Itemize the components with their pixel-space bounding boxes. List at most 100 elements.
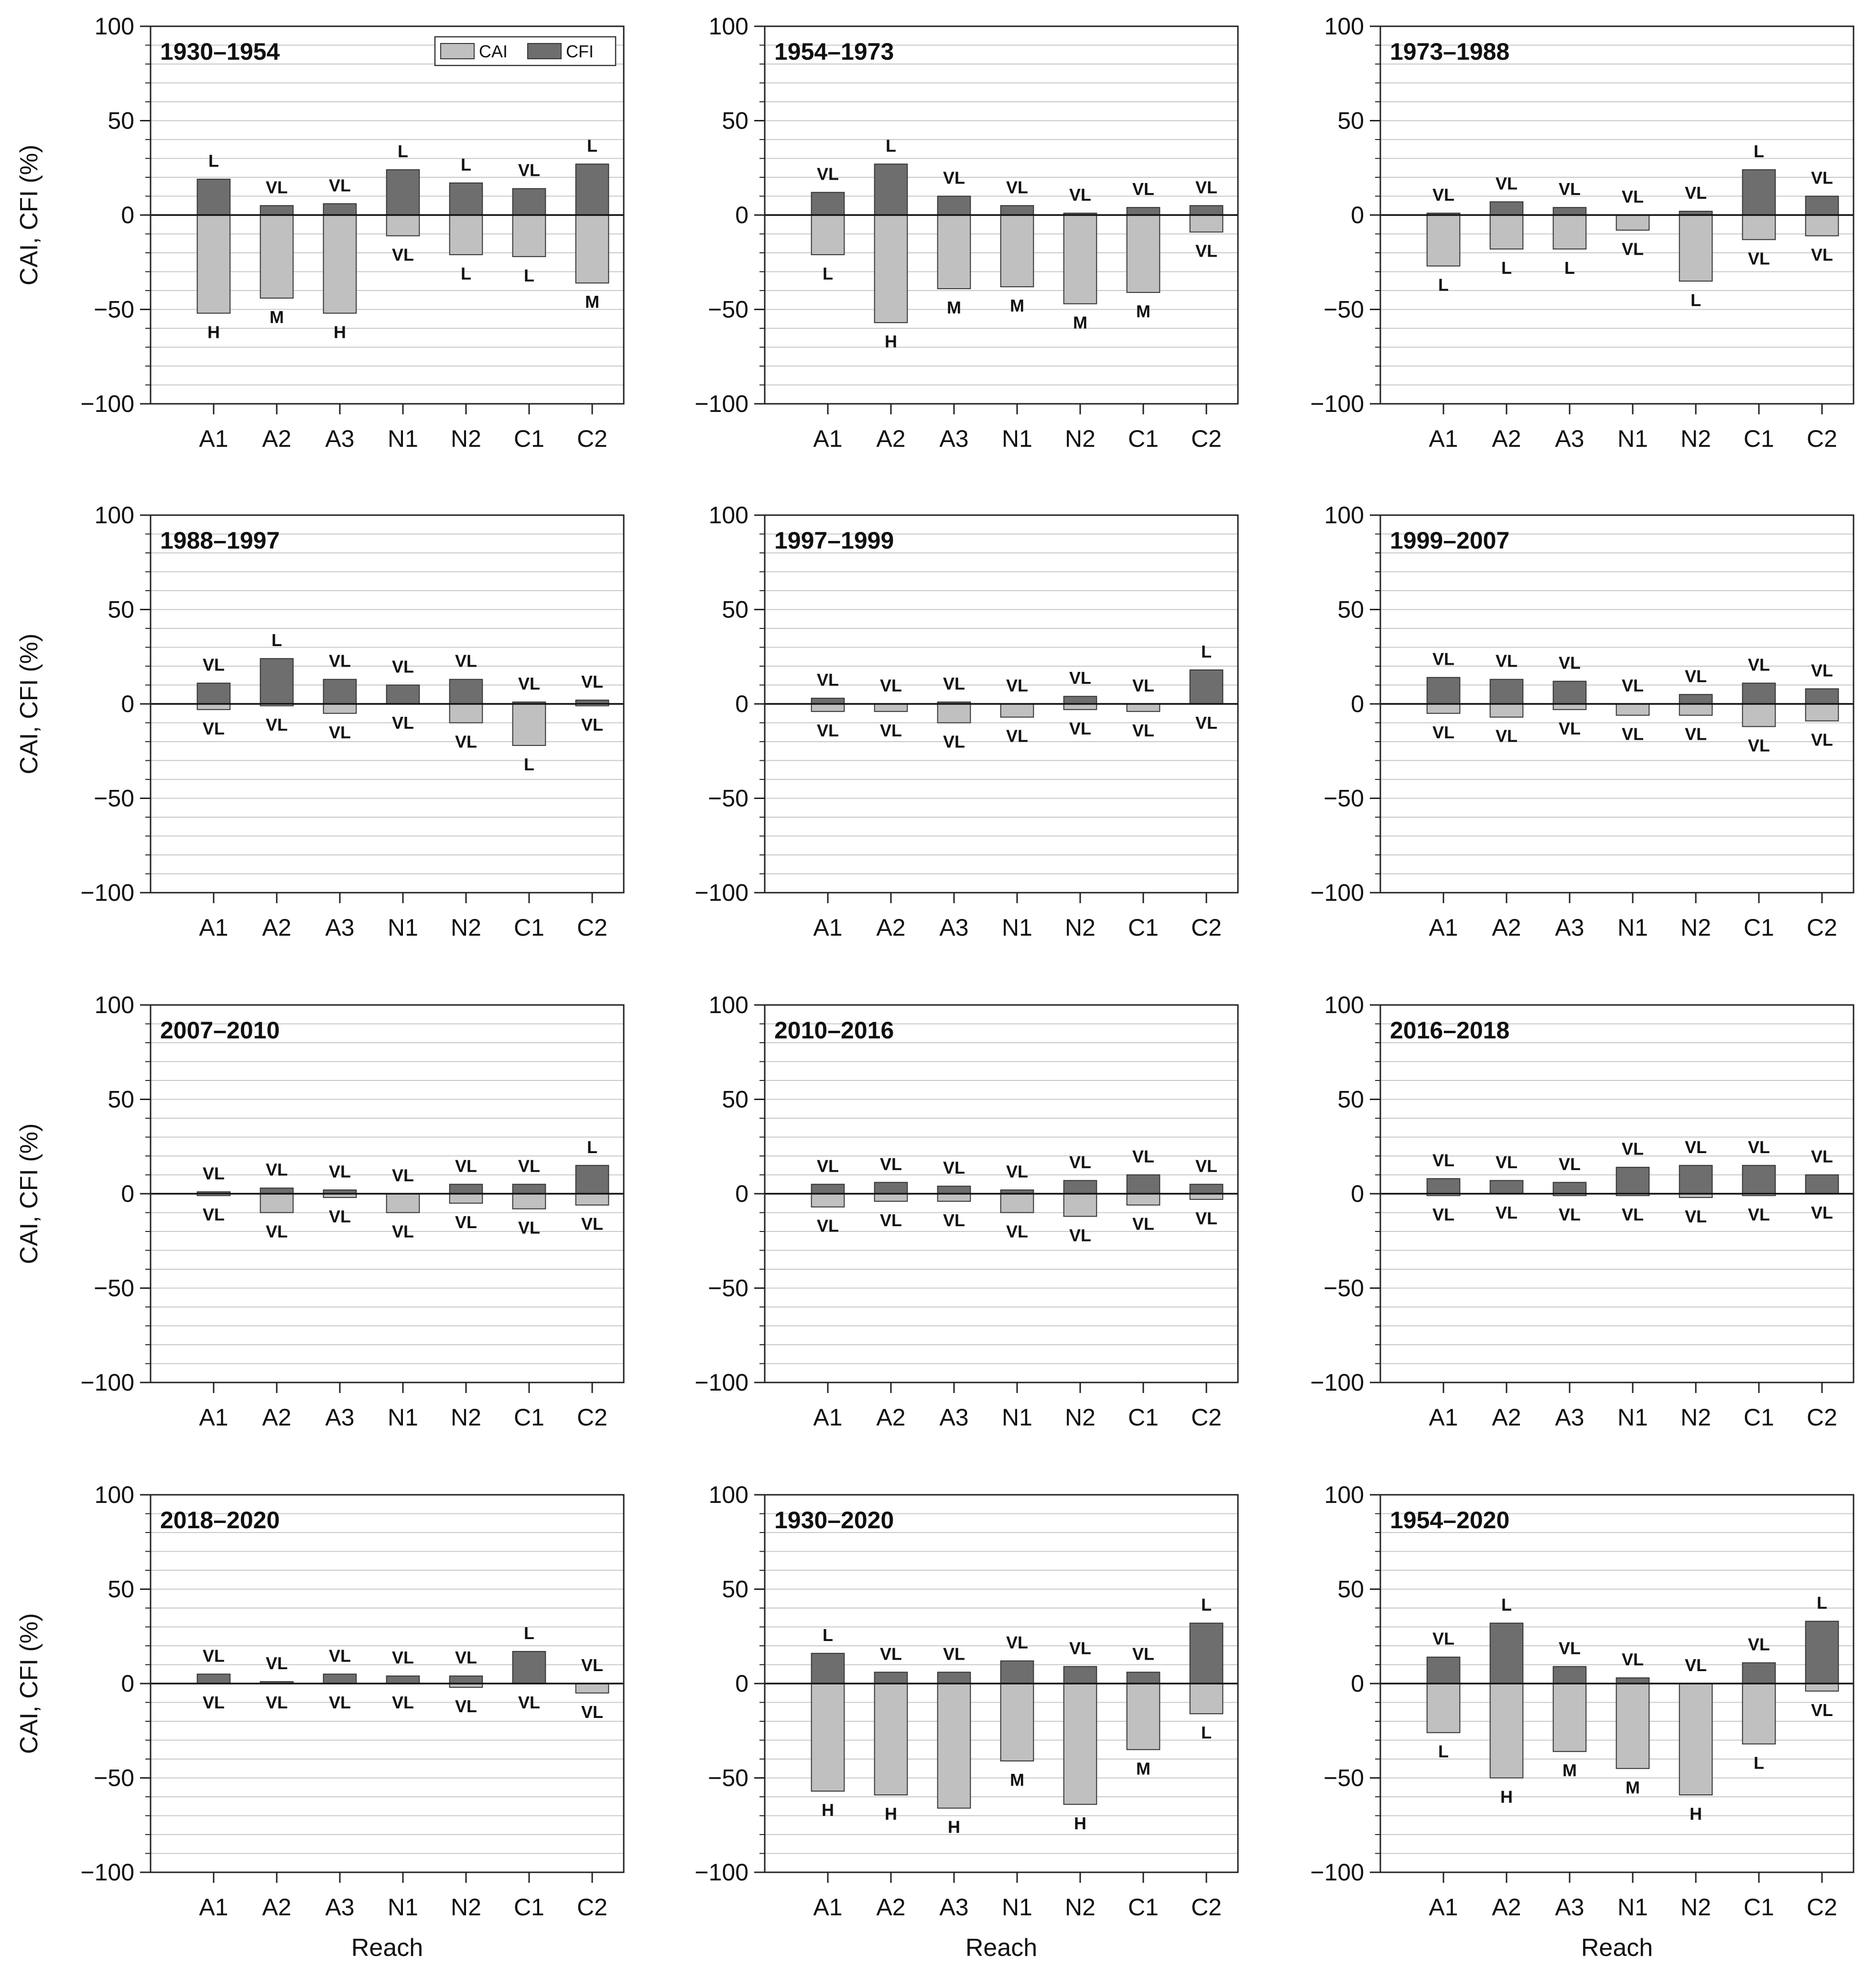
cfi-class-label: VL — [943, 674, 965, 693]
cai-bar-C2 — [575, 1683, 609, 1694]
x-tick-label: N2 — [1065, 914, 1095, 941]
cfi-class-label: VL — [1685, 1655, 1707, 1675]
y-tick-label: 50 — [108, 1086, 134, 1113]
cai-bar-C1 — [512, 703, 546, 746]
cfi-class-label: L — [1817, 1593, 1827, 1613]
cfi-bar-A2 — [260, 1188, 294, 1194]
cfi-bar-C1 — [1742, 1165, 1776, 1194]
cai-bar-N1 — [1000, 703, 1034, 718]
y-tick-label: −50 — [708, 1275, 748, 1302]
cai-class-label: VL — [1685, 1207, 1707, 1226]
cai-class-label: M — [1010, 1770, 1024, 1790]
cfi-class-label: VL — [203, 1164, 225, 1183]
cai-class-label: VL — [1811, 1203, 1833, 1222]
y-tick-label: 100 — [95, 502, 134, 529]
cai-bar-C1 — [1126, 215, 1160, 293]
x-tick-label: A1 — [1429, 425, 1458, 452]
cai-bar-A2 — [874, 1193, 908, 1202]
cfi-class-label: VL — [1748, 1635, 1770, 1654]
x-tick-label: C1 — [1744, 914, 1774, 941]
x-tick-label: A2 — [262, 914, 291, 941]
cfi-class-label: VL — [1559, 653, 1581, 673]
cai-bar-A1 — [196, 703, 231, 710]
cfi-class-label: VL — [329, 1162, 351, 1181]
cfi-class-label: VL — [1006, 676, 1028, 695]
cai-class-label: VL — [1069, 1225, 1091, 1245]
cfi-class-label: VL — [1748, 1137, 1770, 1157]
panel-title: 1930–2020 — [774, 1507, 894, 1533]
cfi-class-label: VL — [1748, 655, 1770, 675]
cai-class-label: VL — [1132, 721, 1154, 740]
cfi-class-label: VL — [1195, 177, 1217, 197]
y-tick-label: −50 — [708, 296, 748, 323]
cai-class-label: L — [461, 264, 471, 283]
cfi-class-label: VL — [203, 655, 225, 675]
cfi-class-label: L — [1201, 1595, 1212, 1615]
cfi-bar-A3 — [323, 1674, 357, 1684]
x-tick-label: N1 — [1617, 1894, 1648, 1921]
cfi-class-label: L — [587, 136, 597, 155]
cai-class-label: H — [885, 332, 897, 351]
cfi-class-label: VL — [518, 161, 540, 180]
cfi-class-label: VL — [1069, 185, 1091, 205]
y-tick-label: −100 — [80, 390, 134, 417]
cfi-bar-A1 — [1426, 677, 1461, 704]
cai-class-label: VL — [455, 732, 477, 752]
cai-bar-C2 — [1189, 1683, 1224, 1715]
y-tick-label: −100 — [80, 1859, 134, 1886]
cfi-class-label: VL — [392, 657, 414, 677]
panel-title: 1997–1999 — [774, 527, 894, 554]
cfi-bar-A3 — [1552, 680, 1587, 704]
cfi-class-label: L — [1754, 141, 1764, 161]
cai-class-label: VL — [203, 719, 225, 738]
y-tick-label: 0 — [1351, 1670, 1364, 1697]
y-tick-label: −100 — [1310, 390, 1364, 417]
cfi-bar-A3 — [323, 679, 357, 705]
x-tick-label: A1 — [813, 914, 842, 941]
cfi-class-label: VL — [329, 175, 351, 195]
cai-class-label: VL — [943, 1210, 965, 1230]
cfi-class-label: VL — [943, 1644, 965, 1663]
x-tick-label: A1 — [199, 425, 228, 452]
cfi-bar-N2 — [1063, 1180, 1097, 1195]
panel-4: −100 −50 0 50 100 CAI, CFI (%) VL VL A1 L VL A2 VL VL… — [15, 502, 625, 941]
y-tick-label: −100 — [1310, 1369, 1364, 1396]
cfi-class-label: VL — [1432, 185, 1454, 205]
cai-class-label: VL — [392, 1222, 414, 1242]
x-tick-label: N2 — [451, 1404, 481, 1431]
cai-class-label: VL — [1195, 241, 1217, 261]
plot-frame — [764, 514, 1239, 894]
cai-bar-N1 — [1000, 1193, 1034, 1213]
panel-2: −100 −50 0 50 100 VL L A1 L H A2 VL M A3 VL M N1 VL M N2 VL M… — [694, 13, 1239, 452]
cai-class-label: H — [1690, 1804, 1702, 1824]
cfi-bar-A3 — [1552, 1666, 1587, 1684]
x-tick-label: N1 — [1617, 425, 1648, 452]
cai-class-label: H — [822, 1800, 834, 1820]
x-tick-label: C1 — [1128, 425, 1159, 452]
cai-class-label: VL — [1811, 730, 1833, 750]
cfi-bar-N2 — [1679, 694, 1713, 704]
cai-class-label: VL — [329, 1693, 351, 1712]
cfi-bar-N2 — [449, 679, 483, 705]
cfi-bar-A2 — [874, 1672, 908, 1684]
x-tick-label: A2 — [1492, 425, 1521, 452]
cai-class-label: L — [1691, 290, 1701, 310]
plot-frame — [150, 25, 625, 405]
cai-bar-A1 — [1426, 215, 1461, 267]
cai-class-label: VL — [1811, 1700, 1833, 1720]
y-axis-title: CAI, CFI (%) — [15, 1123, 43, 1264]
cai-class-label: VL — [817, 721, 839, 740]
cai-bar-N2 — [1063, 215, 1097, 304]
cai-class-label: VL — [1195, 713, 1217, 733]
cfi-bar-A3 — [323, 203, 357, 216]
cai-class-label: VL — [329, 723, 351, 742]
cfi-bar-C1 — [1742, 682, 1776, 705]
cai-class-label: VL — [1748, 735, 1770, 755]
cfi-bar-N1 — [386, 1675, 420, 1684]
cfi-bar-A3 — [937, 1672, 971, 1684]
y-axis-title: CAI, CFI (%) — [15, 634, 43, 775]
cfi-class-label: VL — [1559, 1638, 1581, 1658]
y-tick-label: 50 — [722, 596, 748, 623]
cai-bar-A2 — [1489, 1683, 1524, 1779]
x-tick-label: C1 — [514, 1404, 544, 1431]
